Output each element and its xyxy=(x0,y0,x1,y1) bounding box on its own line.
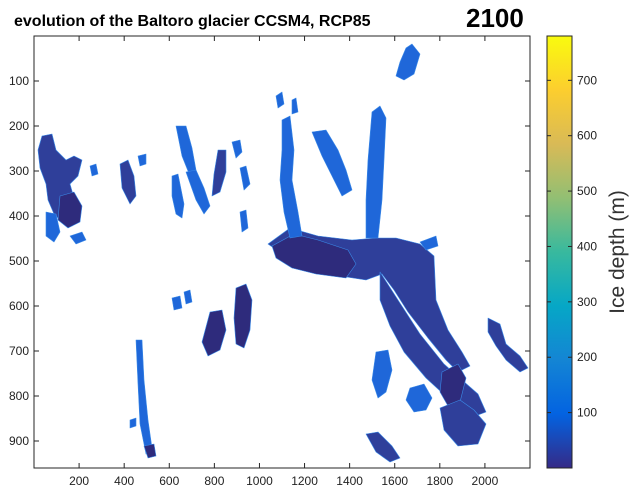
x-tick-label: 1800 xyxy=(426,474,453,488)
colorbar-tick-label: 200 xyxy=(577,350,597,364)
glacier-col3-b xyxy=(211,149,227,197)
glacier-ne-tributary xyxy=(365,105,387,239)
y-tick-label: 800 xyxy=(9,389,29,403)
glacier-south-branch xyxy=(371,349,393,399)
y-tick-label: 300 xyxy=(9,164,29,178)
year-label: 2100 xyxy=(466,3,524,33)
glacier-map xyxy=(37,43,529,463)
glacier-ne-top xyxy=(395,43,421,81)
colorbar-tick-label: 100 xyxy=(577,406,597,420)
glacier-west-small xyxy=(69,231,87,245)
glacier-east-arm xyxy=(419,235,439,251)
glacier-col2-c xyxy=(171,173,185,219)
colorbar-tick-label: 700 xyxy=(577,73,597,87)
y-tick-label: 700 xyxy=(9,344,29,358)
glacier-central-trib xyxy=(279,115,303,239)
y-tick-label: 500 xyxy=(9,254,29,268)
glacier-sw-dot xyxy=(129,417,137,429)
glacier-col3-e xyxy=(239,209,249,233)
colorbar-tick-label: 500 xyxy=(577,184,597,198)
glacier-col1-small xyxy=(89,163,99,177)
glacier-deep-core xyxy=(271,233,357,279)
glacier-mid-sw-b xyxy=(201,309,227,357)
colorbar-label: Ice depth (m) xyxy=(606,190,629,314)
glacier-mid-sw-a xyxy=(233,283,253,349)
glacier-central-trib-2 xyxy=(311,129,353,197)
x-tick-label: 200 xyxy=(69,474,89,488)
x-tick-label: 1200 xyxy=(291,474,318,488)
x-tick-label: 400 xyxy=(114,474,134,488)
x-tick-label: 1000 xyxy=(246,474,273,488)
y-tick-label: 600 xyxy=(9,299,29,313)
glacier-small-north-2 xyxy=(291,97,299,115)
y-tick-label: 100 xyxy=(9,74,29,88)
colorbar-tick-label: 600 xyxy=(577,129,597,143)
glacier-se-3 xyxy=(439,399,487,447)
colorbar-tick-label: 400 xyxy=(577,239,597,253)
y-axis: 100 200 300 400 500 600 700 800 900 xyxy=(9,74,530,448)
y-tick-label: 900 xyxy=(9,434,29,448)
x-tick-label: 2000 xyxy=(472,474,499,488)
x-tick-label: 800 xyxy=(204,474,224,488)
glacier-col3-c xyxy=(231,139,243,159)
chart-title: evolution of the Baltoro glacier CCSM4, … xyxy=(14,13,371,30)
x-tick-label: 1400 xyxy=(336,474,363,488)
x-axis: 200 400 600 800 1000 1200 1400 1600 1800 2000 xyxy=(69,36,499,488)
glacier-east-branch xyxy=(487,317,529,373)
colorbar-ticks: 100 200 300 400 500 600 700 xyxy=(547,73,597,420)
glacier-se-2 xyxy=(405,383,433,413)
glacier-west-core xyxy=(57,191,83,229)
colorbar xyxy=(546,35,573,469)
axes-box xyxy=(33,35,531,469)
y-tick-label: 400 xyxy=(9,209,29,223)
glacier-mid-sw-d xyxy=(183,289,193,305)
x-tick-label: 600 xyxy=(159,474,179,488)
glacier-col3-a xyxy=(185,169,211,215)
x-tick-label: 1600 xyxy=(381,474,408,488)
glacier-small-north xyxy=(275,91,285,109)
colorbar-tick-label: 300 xyxy=(577,295,597,309)
glacier-west-arm xyxy=(45,211,61,243)
y-tick-label: 200 xyxy=(9,119,29,133)
glacier-mid-sw-c xyxy=(171,295,183,311)
glacier-col2-small xyxy=(137,153,147,167)
glacier-col2-a xyxy=(119,159,137,205)
glacier-sw-strip-tip xyxy=(143,443,157,459)
glacier-south-small xyxy=(365,431,401,463)
glacier-col3-d xyxy=(239,165,251,191)
